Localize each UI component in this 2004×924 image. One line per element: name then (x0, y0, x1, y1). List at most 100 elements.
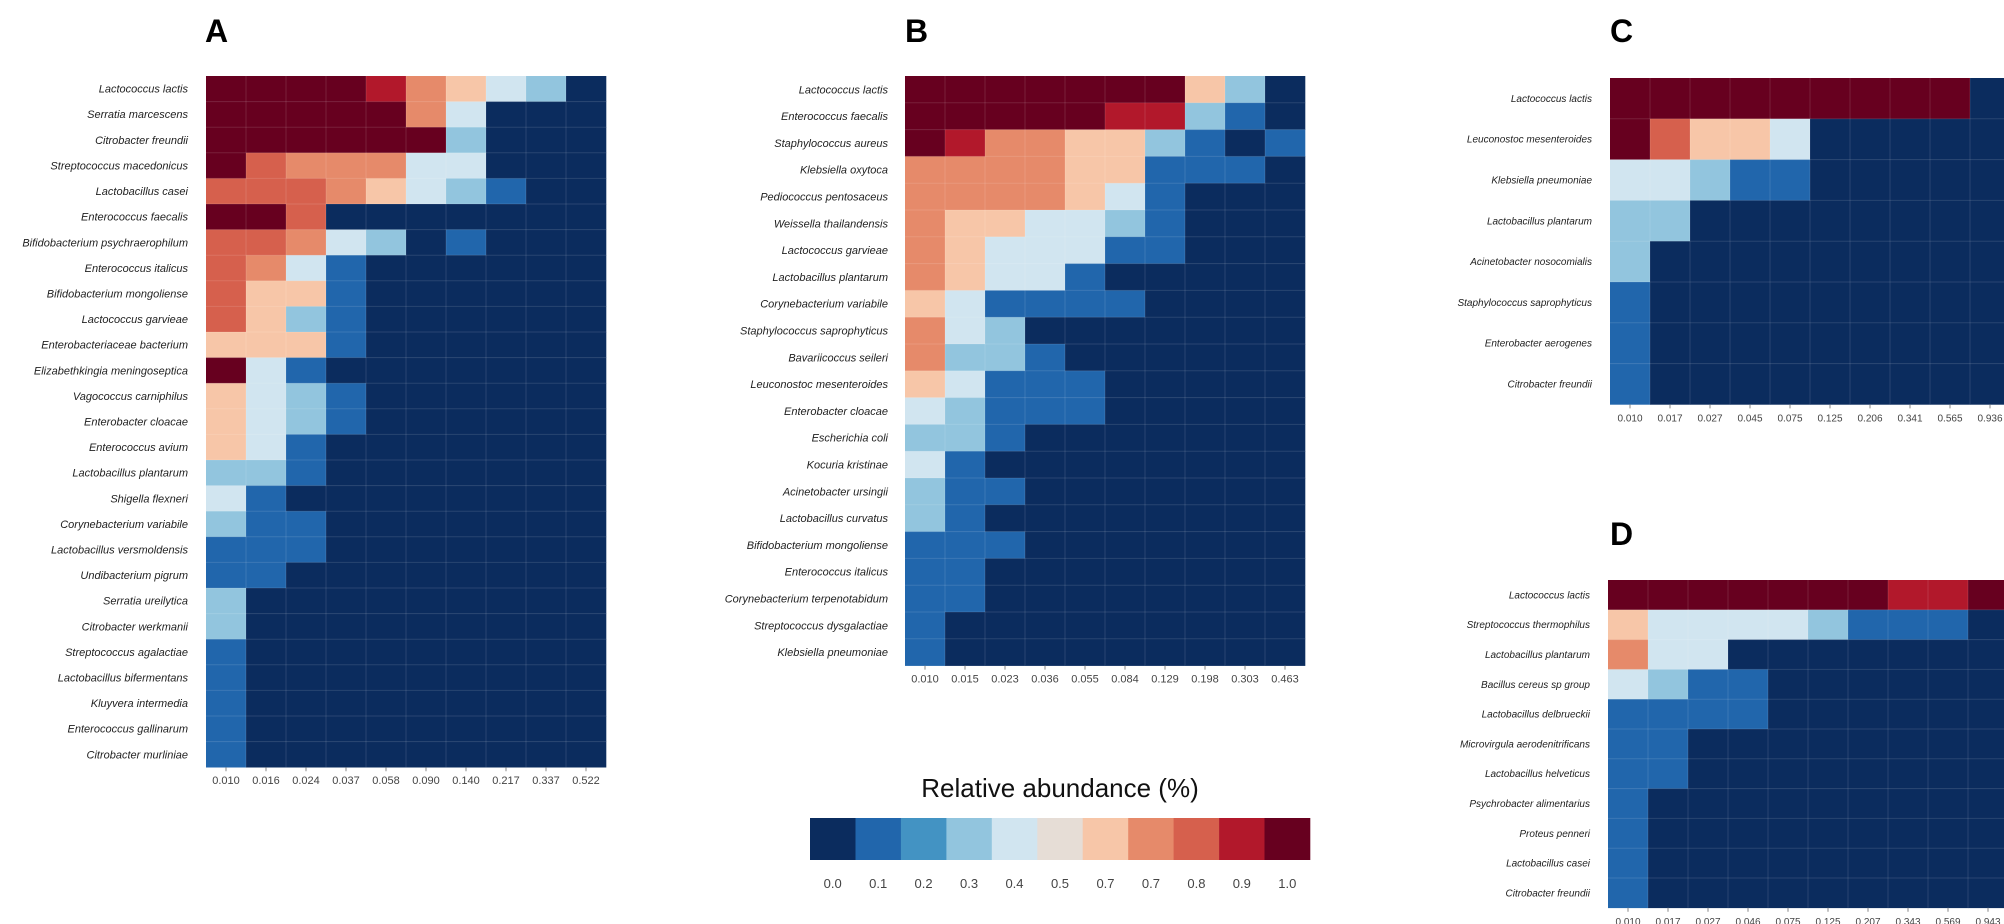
heatmap-cell (1265, 558, 1306, 586)
row-label: Corynebacterium variabile (60, 519, 188, 531)
legend-tick-label: 0.2 (915, 876, 933, 891)
heatmap-cell (206, 204, 247, 230)
column-tick-label: 0.125 (1815, 917, 1840, 924)
heatmap-cell (1065, 504, 1106, 532)
heatmap-cell (1265, 424, 1306, 452)
heatmap-cell (366, 76, 407, 102)
heatmap-cell (1025, 638, 1066, 666)
heatmap-cell (1770, 282, 1811, 324)
heatmap-cell (1025, 236, 1066, 264)
heatmap-cell (945, 317, 986, 345)
row-label: Microvirgula aerodenitrificans (1460, 739, 1590, 750)
heatmap-cell (1105, 504, 1146, 532)
heatmap-cell (1105, 397, 1146, 425)
heatmap-cell (1890, 200, 1931, 242)
row-label: Staphylococcus saprophyticus (1457, 298, 1592, 309)
legend-swatch (1082, 818, 1129, 860)
heatmap-cell (1808, 818, 1849, 849)
column-tick-label: 0.016 (252, 775, 280, 787)
heatmap-cell (206, 536, 247, 563)
heatmap-cell (1768, 788, 1809, 819)
heatmap-cell (1930, 118, 1971, 160)
heatmap-cell (1850, 118, 1891, 160)
row-label: Staphylococcus aureus (774, 138, 888, 150)
heatmap-cell (1688, 669, 1729, 700)
heatmap-cell (286, 716, 327, 742)
heatmap-cell (326, 741, 367, 768)
heatmap-cell (1930, 200, 1971, 242)
heatmap-cell (286, 408, 327, 435)
row-label: Shigella flexneri (110, 493, 188, 505)
heatmap-cell (1848, 758, 1889, 789)
heatmap-cell (1648, 580, 1689, 611)
heatmap-cell (206, 101, 247, 128)
heatmap-cell (1145, 344, 1186, 372)
heatmap-cell (406, 408, 447, 435)
heatmap-cell (246, 716, 287, 742)
heatmap-cell (1025, 612, 1066, 640)
heatmap-cell (1850, 241, 1891, 283)
column-tick-label: 0.010 (1615, 917, 1640, 924)
heatmap-cell (1688, 609, 1729, 640)
heatmap-cell (406, 664, 447, 691)
column-tick-label: 0.055 (1071, 674, 1099, 686)
row-label: Lactobacillus bifermentans (58, 673, 189, 685)
heatmap-cell (1770, 200, 1811, 242)
heatmap-cell (566, 434, 607, 461)
heatmap-cell (206, 357, 247, 384)
heatmap-cell (206, 332, 247, 358)
heatmap-cell (246, 664, 287, 691)
heatmap-cell (286, 511, 327, 538)
heatmap-cell (1105, 210, 1146, 238)
heatmap-cell (905, 102, 946, 130)
heatmap-cell (905, 344, 946, 372)
heatmap-cell (1890, 322, 1931, 364)
heatmap-cell (1225, 102, 1266, 130)
heatmap-cell (566, 588, 607, 614)
heatmap-cell (1650, 159, 1691, 201)
heatmap-cell (1770, 159, 1811, 201)
heatmap-cell (486, 588, 527, 614)
heatmap-cell (206, 639, 247, 666)
heatmap-cell (246, 460, 287, 486)
heatmap-cell (446, 306, 487, 333)
heatmap-cell (326, 434, 367, 461)
heatmap-cell (486, 562, 527, 589)
heatmap-cell (1265, 370, 1306, 398)
heatmap-cell (526, 101, 567, 128)
heatmap-cell (945, 612, 986, 640)
row-label: Klebsiella pneumoniae (1491, 176, 1592, 187)
heatmap-cell (246, 229, 287, 256)
column-tick-label: 0.010 (212, 775, 240, 787)
heatmap-cell (1610, 118, 1651, 160)
heatmap-cell (1770, 322, 1811, 364)
heatmap-cell (985, 129, 1026, 157)
heatmap-cell (206, 280, 247, 307)
heatmap-cell (905, 504, 946, 532)
heatmap-cell (1610, 322, 1651, 364)
heatmap-cell (486, 460, 527, 486)
heatmap-cell (406, 485, 447, 512)
heatmap-cell (1850, 363, 1891, 405)
heatmap-cell (1025, 344, 1066, 372)
heatmap-cell (486, 741, 527, 768)
heatmap-cell (486, 536, 527, 563)
heatmap-cell (1185, 210, 1226, 238)
heatmap-cell (366, 460, 407, 486)
heatmap-cell (446, 204, 487, 230)
heatmap-cell (1265, 638, 1306, 666)
column-tick-label: 0.943 (1975, 917, 2000, 924)
heatmap-cell (486, 332, 527, 358)
heatmap-cell (1608, 669, 1649, 700)
heatmap-cell (486, 357, 527, 384)
heatmap-cell (1185, 102, 1226, 130)
heatmap-cell (566, 76, 607, 102)
heatmap-cell (446, 76, 487, 102)
heatmap-cell (1648, 788, 1689, 819)
heatmap-cell (246, 76, 287, 102)
heatmap-cell (1225, 317, 1266, 345)
heatmap-cell (1608, 639, 1649, 670)
column-tick-label: 0.206 (1857, 413, 1882, 424)
heatmap-cell (1105, 290, 1146, 318)
heatmap-cell (366, 255, 407, 282)
